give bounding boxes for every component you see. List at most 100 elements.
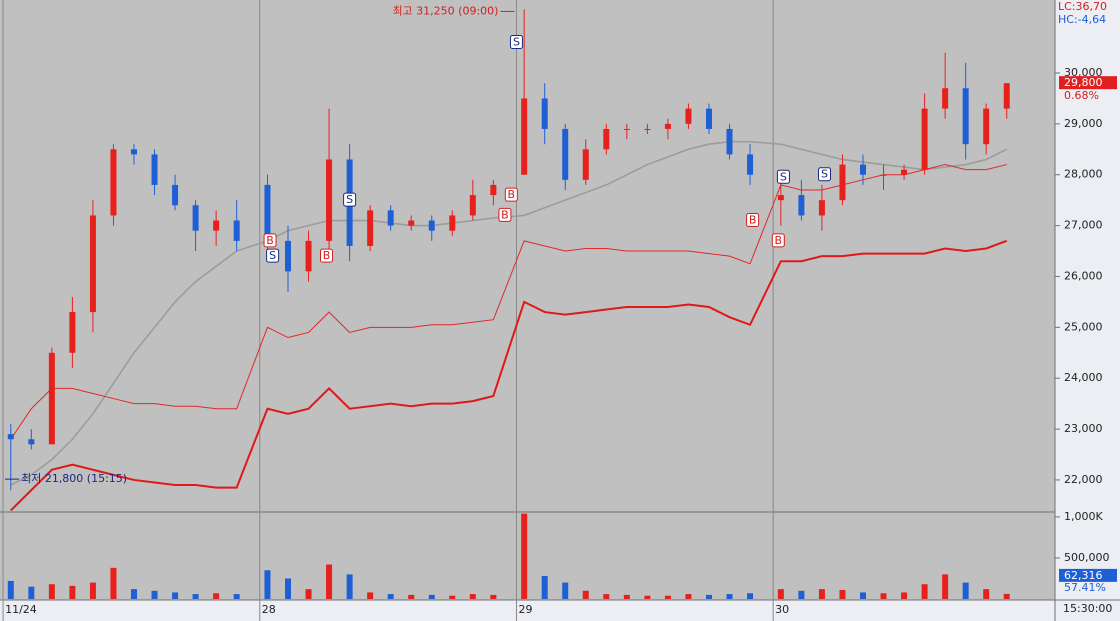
signal-label: S: [821, 168, 828, 181]
candle-body: [726, 128, 733, 155]
low-note: 최저 21,800 (15:15): [21, 472, 127, 485]
signal-label: S: [269, 249, 276, 262]
candle-body: [48, 352, 55, 445]
indicator-line: [10, 164, 1007, 440]
indicator-line: [10, 239, 1008, 512]
volume-bar: [521, 513, 528, 599]
candle-body: [305, 240, 312, 272]
candle-body: [172, 184, 179, 206]
signal-label: B: [775, 234, 783, 247]
candle-body: [859, 164, 866, 175]
candle-body: [69, 312, 76, 353]
signal-label: B: [749, 214, 757, 227]
candle-body: [367, 210, 374, 246]
signal-marker: [504, 187, 518, 202]
volume-bar: [880, 593, 887, 599]
y-tick-label: 25,000: [1064, 320, 1103, 333]
volume-bar: [664, 595, 671, 599]
signal-marker: [343, 192, 357, 207]
volume-bar: [490, 594, 497, 599]
candle-body: [603, 128, 610, 150]
volume-bar: [777, 589, 784, 599]
last-change: 0.68%: [1064, 89, 1099, 102]
y-tick-label: 30,000: [1064, 66, 1103, 79]
x-tick-label: 28: [262, 603, 276, 616]
signal-marker: [263, 233, 277, 248]
signal-marker: [776, 169, 790, 184]
candle-body: [818, 200, 825, 216]
volume-tick-label: 500,000: [1064, 551, 1110, 564]
candle-body: [408, 220, 415, 226]
volume-bar: [582, 590, 589, 599]
volume-bar: [69, 585, 76, 599]
y-tick-label: 27,000: [1064, 219, 1103, 232]
signal-marker: [266, 248, 280, 263]
volume-bar: [305, 589, 312, 599]
volume-bar: [726, 594, 733, 599]
y-tick-label: 28,000: [1064, 168, 1103, 181]
candle-body: [705, 108, 712, 129]
volume-bar: [901, 592, 908, 599]
signal-marker: [498, 207, 512, 222]
volume-bar: [172, 592, 179, 599]
candle-body: [623, 128, 630, 130]
candle-body: [521, 98, 528, 175]
volume-bar: [151, 590, 158, 599]
candle-body: [921, 108, 928, 170]
candle-body: [89, 215, 96, 313]
candle-body: [449, 215, 456, 231]
signal-label: B: [323, 249, 331, 262]
y-tick-label: 29,000: [1064, 117, 1103, 130]
y-tick-label: 24,000: [1064, 371, 1103, 384]
candle-body: [983, 108, 990, 145]
signal-marker: [817, 167, 831, 182]
volume-bar: [962, 582, 969, 599]
volume-bar: [346, 574, 353, 599]
candle-body: [469, 195, 476, 216]
volume-bar: [942, 574, 949, 599]
last-volume-box: [1059, 568, 1117, 582]
volume-bar: [192, 594, 199, 599]
signal-label: B: [508, 188, 516, 201]
volume-bar: [7, 580, 14, 599]
volume-bar: [367, 592, 374, 599]
candle-body: [664, 123, 671, 129]
last-price-box: [1059, 76, 1117, 90]
last-price-label: 29,800: [1064, 76, 1103, 89]
volume-bar: [859, 592, 866, 599]
x-tick-label: 30: [775, 603, 789, 616]
volume-bar: [1003, 593, 1010, 599]
volume-bar: [233, 594, 240, 599]
volume-bar: [264, 570, 271, 599]
candle-body: [192, 205, 199, 231]
signal-label: S: [780, 170, 787, 183]
signal-marker: [320, 248, 334, 263]
candle-body: [541, 98, 548, 129]
x-tick-label: 29: [518, 603, 532, 616]
candle-body: [213, 220, 220, 231]
candle-body: [777, 195, 784, 201]
candle-body: [151, 154, 158, 185]
volume-bar: [623, 594, 630, 599]
candle-body: [562, 128, 569, 180]
y-tick-label: 26,000: [1064, 269, 1103, 282]
volume-bar: [48, 584, 55, 599]
candle-body: [387, 210, 394, 226]
signal-marker: [771, 233, 785, 248]
volume-bar: [28, 586, 35, 599]
last-volume-label: 62,316: [1064, 569, 1103, 582]
candle-body: [1003, 83, 1010, 109]
volume-bar: [818, 589, 825, 599]
x-axis-background: [0, 600, 1055, 621]
candle-body: [644, 128, 651, 130]
signal-marker: [509, 34, 523, 49]
candle-body: [747, 154, 754, 175]
volume-bar: [562, 582, 569, 599]
axis-background: [1055, 0, 1120, 621]
volume-bar: [603, 594, 610, 599]
high-note: 최고 31,250 (09:00): [392, 4, 498, 17]
volume-tick-label: 1,000K: [1064, 510, 1103, 523]
volume-bar: [921, 584, 928, 599]
volume-ratio: 57.41%: [1064, 581, 1106, 594]
